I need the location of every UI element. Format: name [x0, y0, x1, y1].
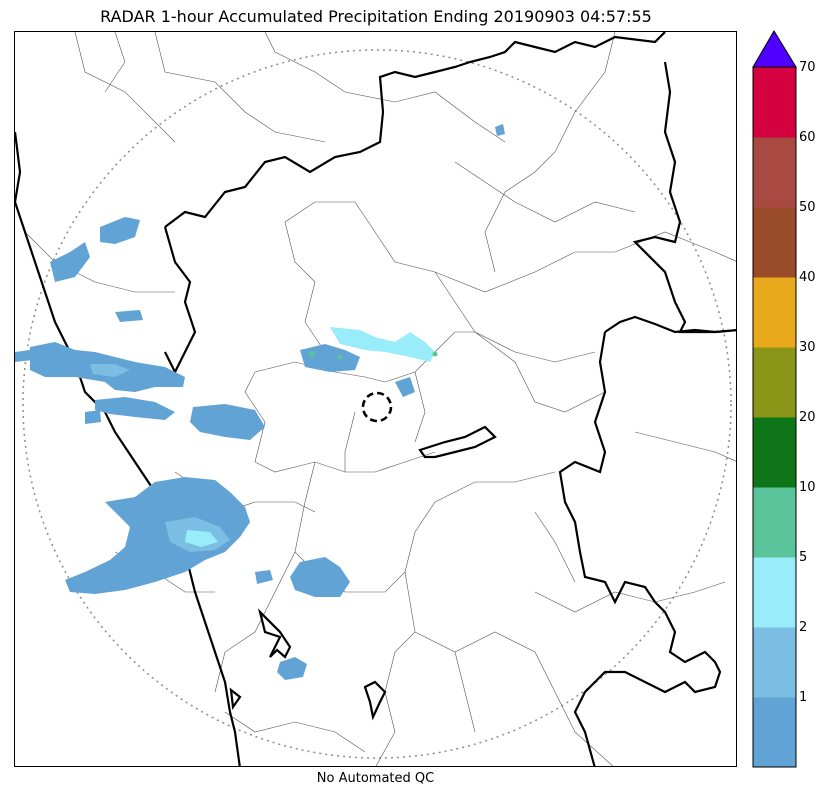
- echo-southwest-bright: [185, 530, 218, 547]
- echo-north-small: [495, 124, 505, 136]
- colorbar-tick-label: 60: [799, 130, 816, 145]
- radar-site-marker: [361, 391, 393, 423]
- echo-green-cell-3: [432, 351, 438, 357]
- echo-south-central: [290, 557, 350, 597]
- echo-southwest-small: [255, 570, 273, 584]
- colorbar-bin: [753, 347, 796, 418]
- colorbar-svg: [752, 30, 797, 768]
- radar-map: [14, 31, 737, 767]
- state-boundaries: [15, 32, 736, 766]
- echo-north-west-1: [50, 242, 90, 282]
- colorbar-bin: [753, 697, 796, 768]
- echo-green-cell-1: [309, 351, 315, 357]
- chart-title: RADAR 1-hour Accumulated Precipitation E…: [100, 7, 652, 26]
- colorbar-tick-label: 10: [799, 480, 816, 495]
- colorbar-bin: [753, 207, 796, 278]
- colorbar-tick-label: 1: [799, 690, 808, 705]
- colorbar-tick-label: 70: [799, 60, 816, 75]
- colorbar-bin: [753, 557, 796, 628]
- precipitation-echoes: [15, 124, 505, 680]
- radar-range-ring: [22, 49, 732, 759]
- echo-west-coast-2: [95, 397, 175, 420]
- colorbar-bin: [753, 137, 796, 208]
- colorbar-tick-label: 5: [799, 550, 808, 565]
- echo-west-coast-3: [190, 404, 265, 440]
- qc-note: No Automated QC: [316, 771, 435, 786]
- echo-central-north: [300, 344, 360, 372]
- echo-green-cell-2: [337, 354, 343, 360]
- colorbar-bin: [753, 487, 796, 558]
- echo-coast-north: [15, 350, 33, 362]
- colorbar: [752, 30, 802, 770]
- colorbar-bin: [753, 277, 796, 348]
- colorbar-over-arrow: [752, 30, 797, 68]
- colorbar-bin: [753, 67, 796, 138]
- echo-central-east: [395, 377, 415, 397]
- colorbar-bin: [753, 417, 796, 488]
- echo-central-north-cyan: [330, 327, 435, 362]
- colorbar-tick-label: 2: [799, 620, 808, 635]
- echo-southwest-large: [65, 477, 250, 594]
- colorbar-tick-label: 50: [799, 200, 816, 215]
- echo-north-west-2: [100, 217, 140, 244]
- colorbar-frame: [752, 66, 797, 768]
- echo-south-1: [277, 657, 307, 680]
- colorbar-bin: [753, 627, 796, 698]
- echo-north-west-3: [115, 310, 143, 322]
- colorbar-tick-label: 20: [799, 410, 816, 425]
- echo-west-small: [85, 410, 101, 424]
- colorbar-tick-label: 40: [799, 270, 816, 285]
- colorbar-tick-label: 30: [799, 340, 816, 355]
- map-svg: [15, 32, 736, 766]
- echo-west-coast-1-core: [90, 364, 130, 377]
